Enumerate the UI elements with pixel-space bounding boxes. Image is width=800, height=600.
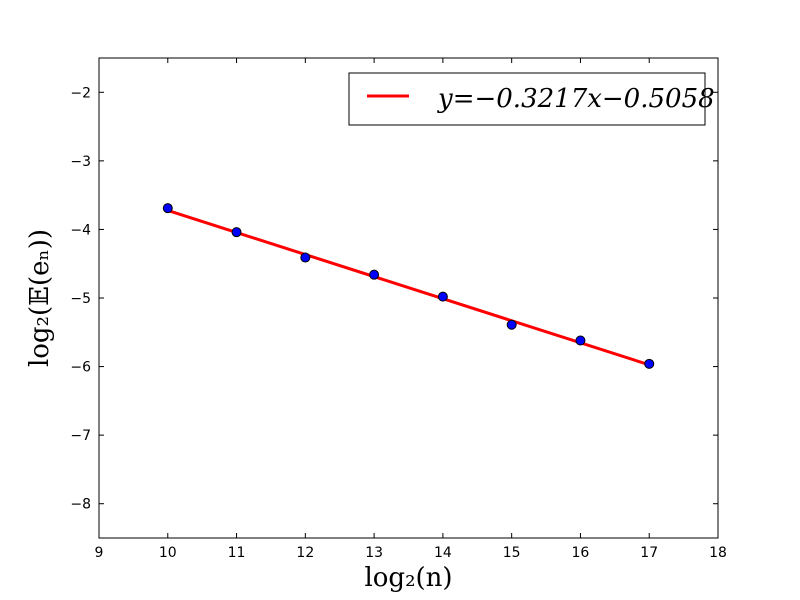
- y-tick-label: −3: [70, 154, 91, 170]
- scatter-point: [162, 203, 173, 214]
- x-axis-label: log₂(n): [364, 563, 452, 593]
- y-tick-label: −6: [70, 360, 91, 376]
- y-tick-label: −7: [70, 428, 91, 444]
- x-tick-label: 12: [296, 545, 314, 561]
- y-tick-label: −4: [70, 222, 91, 238]
- x-tick-label: 11: [228, 545, 246, 561]
- x-tick-label: 9: [95, 545, 104, 561]
- plot-area: [98, 57, 719, 539]
- legend-box: [348, 72, 706, 126]
- x-tick-label: 16: [572, 545, 590, 561]
- x-tick-label: 18: [709, 545, 727, 561]
- plot-background: [99, 58, 718, 538]
- legend-label: y=−0.3217x−0.5058: [437, 84, 715, 114]
- scatter-point: [575, 335, 586, 346]
- scatter-point: [644, 358, 655, 369]
- scatter-point: [437, 291, 448, 302]
- x-tick-label: 15: [503, 545, 521, 561]
- x-tick-label: 10: [159, 545, 177, 561]
- scatter-point: [506, 319, 517, 330]
- fit-line: [167, 208, 650, 367]
- axis-ticks: 9 10 11 12 13 14 15 16 17 18 −8 −7 −6 −5 −4 −3 −2: [70, 58, 727, 561]
- y-tick-label: −8: [70, 497, 91, 513]
- scatter-point: [300, 252, 311, 263]
- y-tick-label: −2: [70, 85, 91, 101]
- legend: y=−0.3217x−0.5058: [348, 72, 715, 126]
- scatter-point: [231, 227, 242, 238]
- y-axis-label: log₂(𝔼(eₙ)): [25, 229, 55, 367]
- x-tick-label: 13: [365, 545, 383, 561]
- scatter-point: [369, 269, 380, 280]
- x-tick-label: 17: [640, 545, 658, 561]
- x-tick-label: 14: [434, 545, 452, 561]
- y-tick-label: −5: [70, 291, 91, 307]
